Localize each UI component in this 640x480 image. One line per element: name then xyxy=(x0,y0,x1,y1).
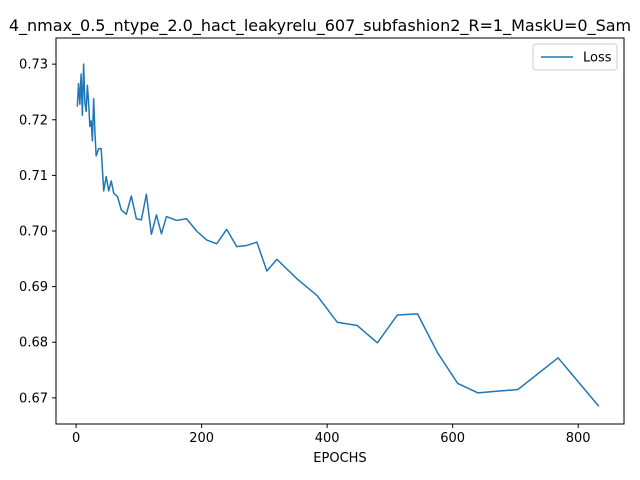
x-tick-label: 600 xyxy=(440,431,465,446)
x-tick-label: 200 xyxy=(189,431,214,446)
legend-label-loss: Loss xyxy=(583,51,612,66)
y-tick-label: 0.73 xyxy=(19,58,48,73)
plot-area xyxy=(76,63,600,407)
x-tick-label: 400 xyxy=(315,431,340,446)
series-line-loss xyxy=(76,63,600,407)
y-tick-label: 0.71 xyxy=(19,169,48,184)
y-tick-label: 0.69 xyxy=(19,280,48,295)
legend-box xyxy=(532,43,618,71)
x-axis-label: EPOCHS xyxy=(313,451,366,466)
chart-title: 4_nmax_0.5_ntype_2.0_hact_leakyrelu_607_… xyxy=(9,16,631,36)
y-axis-ticks: 0.67 0.68 0.69 0.70 0.71 0.72 0.73 xyxy=(19,58,56,406)
x-axis-ticks: 0 200 400 600 800 xyxy=(72,424,591,446)
legend: Loss xyxy=(532,43,618,71)
x-tick-label: 800 xyxy=(566,431,591,446)
y-tick-label: 0.68 xyxy=(19,336,48,351)
x-tick-label: 0 xyxy=(72,431,80,446)
y-tick-label: 0.67 xyxy=(19,391,48,406)
y-tick-label: 0.70 xyxy=(19,225,48,240)
y-tick-label: 0.72 xyxy=(19,113,48,128)
